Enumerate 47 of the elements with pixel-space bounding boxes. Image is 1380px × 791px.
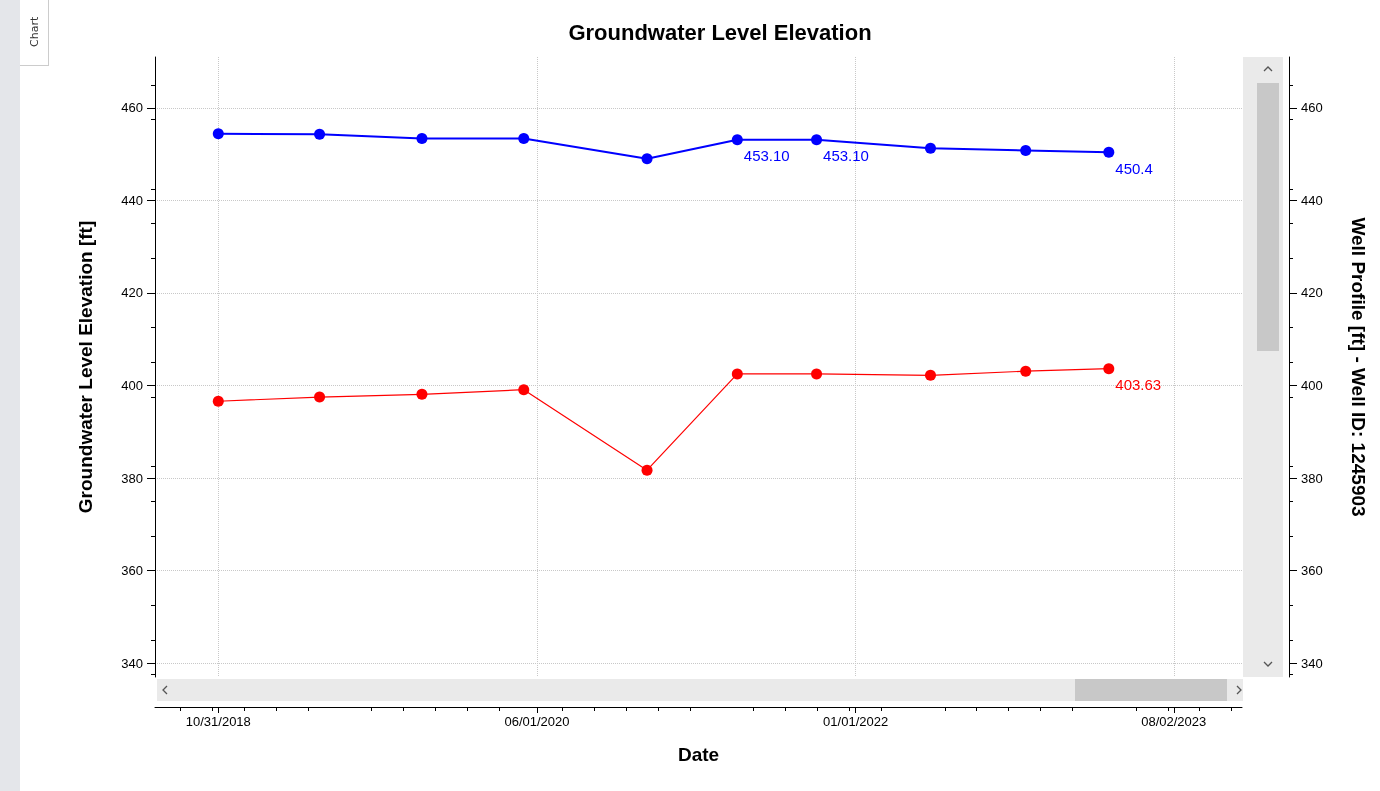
- point: [518, 384, 530, 396]
- point: [416, 132, 428, 144]
- y-tick-label: 340: [121, 655, 143, 671]
- point: [1103, 363, 1115, 375]
- text: Chart: [26, 15, 42, 50]
- y-tick-label: 460: [121, 100, 143, 116]
- point: [731, 368, 743, 380]
- point: [811, 368, 823, 380]
- point: [314, 391, 326, 403]
- y-axis-title: Groundwater Level Elevation [ft]: [75, 220, 96, 514]
- point: [518, 132, 530, 144]
- data-label: 453.10: [823, 147, 869, 165]
- x-axis-title: Date: [677, 744, 720, 765]
- chart-title: Groundwater Level Elevation: [568, 19, 872, 45]
- y2-tick-label: 360: [1301, 563, 1323, 579]
- point: [1020, 144, 1032, 156]
- y-tick-label: 440: [121, 192, 143, 208]
- point: [212, 128, 224, 140]
- data-label: 453.10: [743, 147, 790, 165]
- y2-tick-label: 420: [1301, 285, 1323, 301]
- point: [314, 128, 326, 140]
- y-tick-label: 380: [121, 470, 143, 486]
- point: [641, 153, 653, 165]
- x-tick-label: 01/01/2022: [823, 714, 889, 729]
- point: [416, 388, 428, 400]
- data-label: 403.63: [1115, 376, 1162, 394]
- point: [1103, 146, 1115, 158]
- point: [811, 134, 823, 146]
- x-tick-label: 06/01/2020: [504, 714, 570, 729]
- y-tick-label: 420: [121, 285, 143, 301]
- y2-axis-title: Well Profile [ft] - Well ID: 1245903: [1348, 217, 1369, 517]
- x-tick-label: 08/02/2023: [1141, 714, 1207, 729]
- y-tick-label: 360: [121, 563, 143, 579]
- x-tick-label: 10/31/2018: [185, 714, 251, 729]
- y2-tick-label: 440: [1301, 192, 1323, 208]
- point: [925, 369, 936, 381]
- y-tick-label: 400: [121, 378, 143, 394]
- y2-tick-label: 340: [1301, 655, 1323, 671]
- point: [641, 464, 653, 476]
- data-label: 450.4: [1115, 159, 1153, 177]
- y2-tick-label: 460: [1301, 100, 1323, 116]
- point: [212, 395, 224, 407]
- point: [925, 142, 936, 154]
- y2-tick-label: 400: [1301, 378, 1323, 394]
- point: [1020, 365, 1032, 377]
- point: [731, 134, 743, 146]
- y2-tick-label: 380: [1301, 470, 1323, 486]
